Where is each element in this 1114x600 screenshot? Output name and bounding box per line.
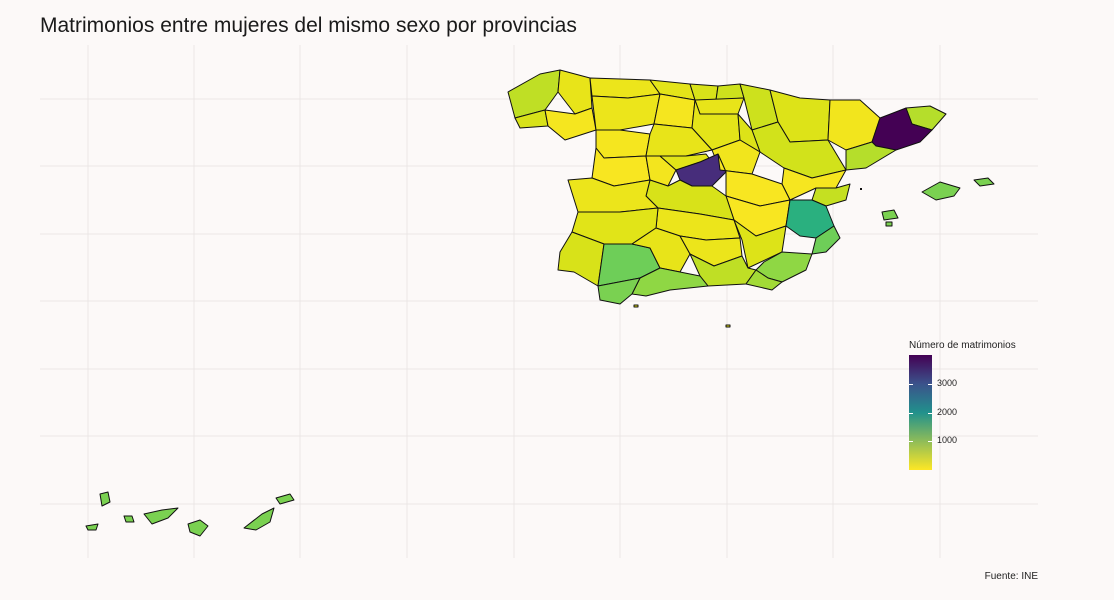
province-vizcaya: [689, 83, 719, 101]
province-melilla: [725, 324, 731, 328]
province-zamora: [595, 129, 651, 159]
province-tarragona: [845, 141, 897, 171]
island-menorca: [973, 177, 995, 187]
legend-tick-mark: [909, 383, 932, 385]
legend-title: Número de matrimonios: [909, 340, 1016, 351]
legend-tick-label: 1000: [937, 435, 958, 446]
province-guipuzcoa: [715, 83, 745, 101]
legend-tick-mark: [909, 412, 932, 414]
island-mallorca: [921, 181, 961, 201]
island-la-gomera: [123, 515, 135, 523]
legend-tick-label: 3000: [937, 377, 958, 388]
canary-islands: [85, 491, 295, 537]
island-formentera: [885, 221, 893, 227]
island-la-palma: [99, 491, 111, 507]
island-cabrera: [860, 188, 862, 190]
chart-title: Matrimonios entre mujeres del mismo sexo…: [40, 14, 577, 37]
province-malaga: [631, 267, 709, 297]
province-cadiz: [597, 277, 641, 305]
province-alicante: [811, 225, 841, 255]
island-tenerife: [143, 507, 179, 525]
peninsula: [507, 69, 947, 328]
province-cordoba: [631, 227, 691, 273]
legend-colorbar: [909, 355, 932, 470]
island-lanzarote: [275, 493, 295, 505]
province-ceuta: [633, 304, 639, 308]
province-almeria: [745, 269, 783, 291]
balearic-islands: [860, 177, 995, 227]
province-palencia: [653, 93, 696, 129]
province-ourense: [544, 107, 597, 141]
province-alava: [694, 97, 745, 115]
province-lugo: [557, 69, 593, 115]
island-ibiza: [881, 209, 899, 221]
province-leon: [591, 93, 661, 131]
legend-tick-mark: [909, 441, 932, 443]
island-gran-canaria: [187, 519, 209, 537]
legend-tick-label: 2000: [937, 406, 958, 417]
source-caption: Fuente: INE: [984, 571, 1038, 582]
island-fuerteventura: [243, 507, 275, 531]
island-el-hierro: [85, 523, 99, 531]
